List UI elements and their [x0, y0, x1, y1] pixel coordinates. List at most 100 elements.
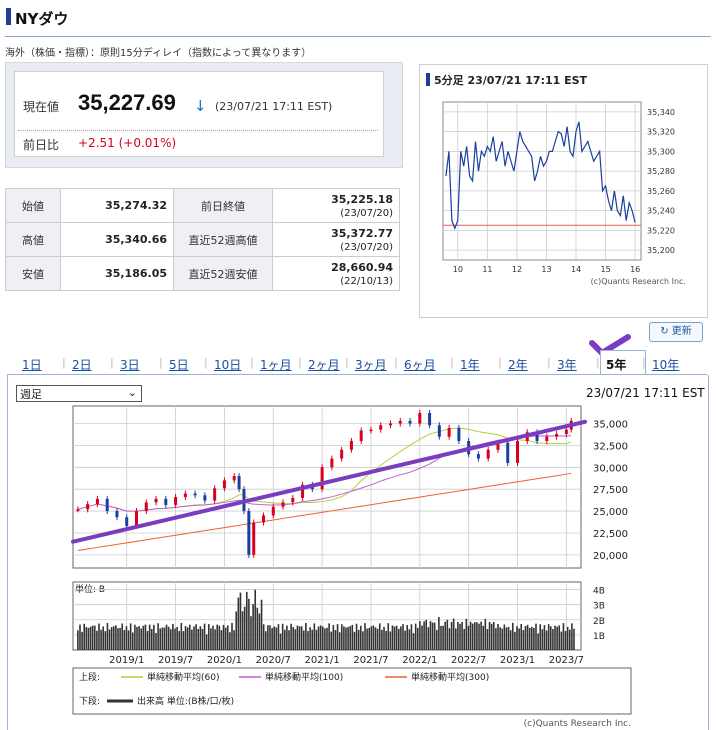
volume-bar [286, 625, 288, 650]
refresh-button[interactable]: ↻ 更新 [649, 322, 703, 342]
volume-bar [119, 627, 121, 650]
volume-bar [444, 621, 447, 650]
tab-12[interactable]: 3年 [557, 358, 577, 372]
volume-bar [195, 624, 197, 650]
volume-bar [448, 628, 451, 650]
volume-bar [193, 626, 195, 650]
candle-body [183, 493, 187, 498]
volume-bar [351, 624, 354, 650]
tab-2[interactable]: 2日 [72, 358, 92, 372]
volume-bar [83, 623, 86, 650]
candle-body [349, 441, 353, 450]
volume-bar [505, 627, 508, 650]
legend-ma60: 単純移動平均(60) [147, 671, 219, 683]
volume-bar [85, 627, 88, 650]
volume-bar [311, 629, 314, 650]
tab-13[interactable]: 5年 [606, 358, 627, 372]
candle-body [222, 480, 226, 489]
volume-bar [334, 629, 337, 650]
tab-10[interactable]: 1年 [460, 358, 480, 372]
volume-bar [419, 621, 421, 650]
volume-bar [307, 631, 309, 650]
volume-bar [129, 623, 132, 650]
volume-bar [421, 625, 423, 650]
volume-bar [163, 627, 166, 650]
main-chart-copyright: (c)Quants Research Inc. [524, 719, 631, 729]
volume-bar [273, 626, 276, 650]
volume-y-tick: 3B [593, 602, 605, 612]
intraday-y-tick: 35,340 [647, 108, 675, 117]
volume-bar [250, 616, 252, 650]
intraday-x-tick: 10 [453, 265, 463, 274]
candle-body [369, 429, 373, 432]
intraday-y-tick: 35,260 [647, 187, 675, 196]
volume-bar [554, 625, 556, 650]
candle-body [271, 506, 275, 516]
volume-bar [125, 626, 128, 650]
volume-bar [509, 630, 512, 650]
volume-bar [218, 625, 221, 650]
volume-bar [98, 623, 100, 650]
volume-bar [305, 623, 307, 650]
tab-14[interactable]: 10年 [652, 358, 680, 372]
volume-bar [288, 630, 290, 650]
volume-bar [275, 627, 278, 650]
volume-bar [161, 627, 164, 650]
main-x-tick: 2021/7 [353, 655, 388, 666]
volume-bar [516, 626, 518, 650]
candle-body [437, 425, 441, 437]
volume-bar [199, 626, 202, 650]
stat-value: 35,225.18 (23/07/20) [272, 188, 400, 223]
volume-bar [433, 622, 436, 650]
volume-bar [429, 621, 432, 650]
tab-separator: | [642, 356, 646, 369]
stat-value: 35,340.66 [60, 222, 174, 257]
candle-body [486, 449, 490, 459]
intraday-y-tick: 35,220 [647, 226, 675, 235]
tab-11[interactable]: 2年 [508, 358, 528, 372]
tab-5[interactable]: 10日 [214, 358, 242, 372]
volume-bar [459, 623, 461, 650]
volume-bar [117, 628, 119, 650]
candle-body [398, 420, 402, 424]
price-plot-area [72, 405, 582, 569]
volume-bar [416, 627, 419, 650]
candle-body [115, 511, 119, 518]
tab-separator: | [345, 356, 349, 369]
volume-bar [378, 623, 381, 650]
volume-bar [533, 627, 535, 650]
tab-7[interactable]: 2ヶ月 [308, 358, 340, 372]
interval-select[interactable]: 週足 ⌄ [16, 385, 142, 402]
tab-1[interactable]: 1日 [22, 358, 42, 372]
current-price-label: 現在値 [23, 100, 60, 114]
candle-body [237, 476, 241, 490]
volume-bar [241, 611, 244, 650]
tab-3[interactable]: 3日 [120, 358, 140, 372]
volume-bar [545, 630, 548, 650]
volume-bar [524, 626, 527, 650]
tab-8[interactable]: 3ヶ月 [355, 358, 387, 372]
intraday-y-tick: 35,300 [647, 147, 675, 156]
candle-body [418, 413, 422, 424]
volume-bar [492, 622, 495, 650]
volume-bar [471, 623, 474, 650]
volume-bar [134, 624, 136, 650]
volume-bar [317, 626, 320, 650]
volume-bar [138, 626, 140, 650]
volume-bar [81, 631, 83, 650]
candle-body [76, 509, 80, 511]
tab-6[interactable]: 1ヶ月 [260, 358, 292, 372]
volume-bar [91, 625, 94, 650]
volume-bar [169, 629, 172, 650]
volume-bar [452, 618, 455, 650]
volume-bar [150, 628, 153, 650]
volume-bar [256, 607, 259, 650]
tab-4[interactable]: 5日 [169, 358, 189, 372]
volume-bar [467, 625, 470, 650]
main-x-tick: 2022/1 [402, 655, 437, 666]
volume-bar [571, 623, 573, 650]
tab-9[interactable]: 6ヶ月 [404, 358, 436, 372]
volume-bar [319, 625, 322, 650]
legend-volume: 出来高 単位:(B株/口/枚) [137, 695, 234, 707]
volume-bar [423, 621, 425, 650]
